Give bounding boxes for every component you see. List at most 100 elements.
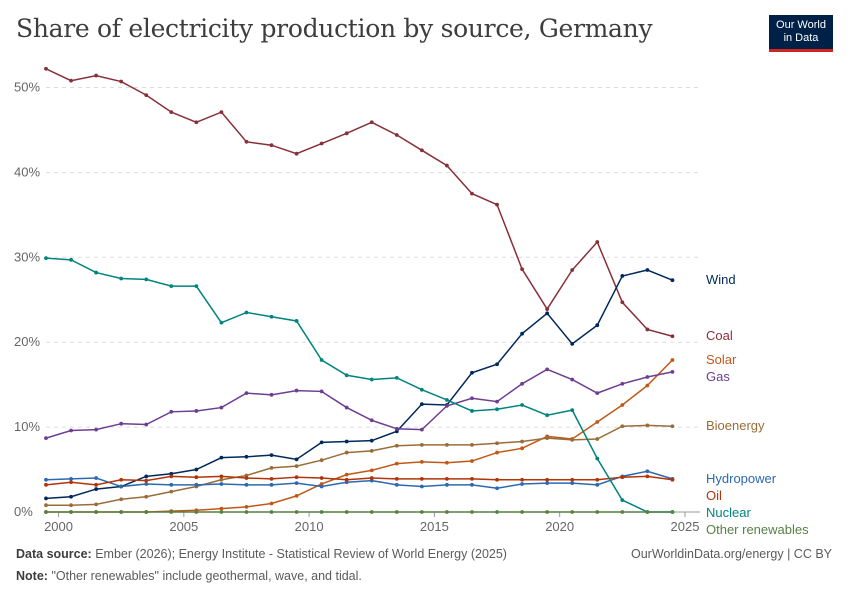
series-bioenergy <box>44 423 675 508</box>
data-point <box>219 474 224 479</box>
data-point <box>219 405 224 410</box>
data-point <box>219 477 224 482</box>
data-point <box>219 510 224 514</box>
data-point <box>344 450 349 455</box>
data-point <box>44 66 48 71</box>
data-point <box>369 418 374 423</box>
x-axis-ticks: 2000 2005 2010 2015 2020 2025 <box>44 512 699 534</box>
data-point <box>269 501 274 506</box>
data-point <box>520 403 524 407</box>
data-point <box>445 510 449 514</box>
data-point <box>344 439 349 444</box>
x-tick-label: 2000 <box>44 519 73 534</box>
data-point <box>369 448 374 453</box>
data-point <box>219 455 224 460</box>
data-point <box>294 475 299 480</box>
data-point <box>194 475 199 480</box>
y-tick-label: 0% <box>14 504 33 519</box>
data-point <box>620 424 625 429</box>
data-point <box>169 482 174 487</box>
data-point <box>369 510 374 514</box>
data-point <box>520 482 524 486</box>
data-point <box>394 443 399 448</box>
data-point <box>495 202 499 207</box>
data-point <box>319 510 324 514</box>
data-point <box>595 240 600 244</box>
data-point <box>520 331 524 336</box>
owid-url[interactable]: OurWorldinData.org/energy | CC BY <box>630 547 832 561</box>
data-point <box>570 268 575 272</box>
owid-logo[interactable]: Our World in Data <box>769 15 833 52</box>
data-point <box>570 341 575 346</box>
end-label-bioenergy: Bioenergy <box>706 418 765 433</box>
data-point <box>570 408 575 413</box>
data-point <box>294 388 299 393</box>
data-point <box>645 423 650 428</box>
data-point <box>419 476 424 481</box>
data-point <box>445 482 449 487</box>
data-point <box>620 274 625 278</box>
data-point <box>294 481 299 486</box>
data-point <box>344 510 349 514</box>
data-point <box>119 421 124 426</box>
data-point <box>94 476 99 480</box>
series-line <box>45 368 673 439</box>
source-text[interactable]: Ember (2026); Energy Institute - Statist… <box>95 547 507 561</box>
data-point <box>44 503 48 508</box>
data-point <box>69 428 73 433</box>
data-point <box>620 498 625 503</box>
data-point <box>545 477 550 482</box>
data-point <box>394 426 399 431</box>
data-point <box>394 476 399 481</box>
data-point <box>645 327 650 332</box>
end-label-hydropower: Hydropower <box>706 471 777 486</box>
data-point <box>369 438 374 443</box>
data-point <box>344 477 349 482</box>
data-point <box>595 510 600 514</box>
data-point <box>545 413 550 418</box>
data-point <box>44 496 48 501</box>
data-point <box>470 191 474 196</box>
data-point <box>344 472 349 477</box>
end-label-oil: Oil <box>706 488 722 503</box>
data-point <box>645 383 650 388</box>
data-point <box>670 477 675 482</box>
data-point <box>394 461 399 466</box>
end-label-solar: Solar <box>706 352 737 367</box>
data-point <box>94 510 99 514</box>
data-point <box>44 477 48 482</box>
series-line <box>45 475 673 486</box>
data-point <box>144 474 149 479</box>
data-point <box>445 398 449 402</box>
data-point <box>570 510 575 514</box>
data-point <box>520 267 524 272</box>
data-point <box>645 469 650 474</box>
data-point <box>645 474 650 479</box>
data-point <box>570 477 575 482</box>
data-point <box>645 510 650 514</box>
data-point <box>545 311 550 316</box>
data-point <box>269 482 274 487</box>
data-point <box>69 476 73 481</box>
data-point <box>470 370 474 375</box>
data-point <box>69 510 73 514</box>
data-point <box>419 427 424 432</box>
data-point <box>144 93 149 98</box>
data-point <box>69 503 73 508</box>
data-point <box>495 362 499 367</box>
data-point <box>319 440 324 445</box>
data-point <box>319 458 324 463</box>
end-label-coal: Coal <box>706 328 733 343</box>
data-point <box>69 480 73 485</box>
data-point <box>269 453 274 458</box>
grid-lines <box>46 86 700 428</box>
data-point <box>570 437 575 442</box>
data-point <box>119 79 124 84</box>
data-point <box>419 443 424 447</box>
data-point <box>294 457 299 462</box>
x-tick-label: 2010 <box>295 519 324 534</box>
data-point <box>495 450 499 455</box>
data-point <box>244 454 249 459</box>
data-point <box>595 420 600 424</box>
data-point <box>670 510 675 514</box>
